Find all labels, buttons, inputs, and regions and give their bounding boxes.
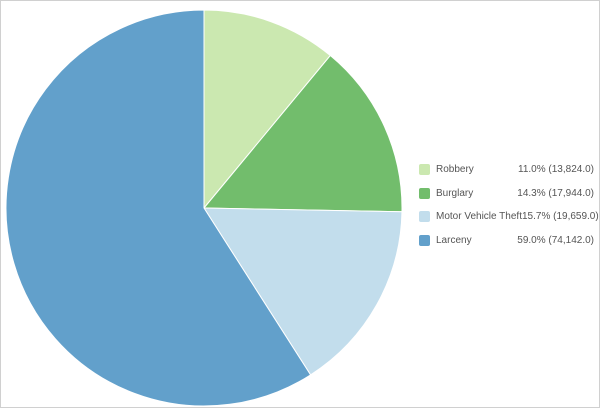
legend-item-larceny[interactable]: Larceny 59.0% (74,142.0) (419, 229, 594, 253)
legend-value: 15.7% (19,659.0) (521, 211, 599, 223)
legend-item-motor-vehicle-theft[interactable]: Motor Vehicle Theft 15.7% (19,659.0) (419, 205, 599, 229)
legend-item-robbery[interactable]: Robbery 11.0% (13,824.0) (419, 158, 594, 182)
pie-slice-burglary[interactable] (202, 54, 403, 213)
legend-swatch (419, 234, 430, 246)
legend-swatch (419, 187, 430, 199)
legend-label: Motor Vehicle Theft (436, 211, 522, 223)
legend-swatch (419, 164, 430, 176)
pie-slice-motor-vehicle-theft[interactable] (203, 207, 403, 376)
legend-value: 14.3% (17,944.0) (517, 187, 594, 199)
legend-label: Robbery (436, 164, 474, 176)
legend-value: 11.0% (13,824.0) (518, 164, 594, 176)
pie-slice-larceny[interactable] (5, 9, 312, 407)
legend-label: Larceny (436, 234, 472, 246)
legend-label: Burglary (436, 187, 474, 199)
legend-swatch (419, 211, 430, 223)
legend: Robbery 11.0% (13,824.0) Burglary 14.3% … (419, 158, 599, 253)
legend-item-burglary[interactable]: Burglary 14.3% (17,944.0) (419, 182, 594, 206)
legend-value: 59.0% (74,142.0) (517, 234, 594, 246)
pie-slice-robbery[interactable] (203, 9, 332, 210)
